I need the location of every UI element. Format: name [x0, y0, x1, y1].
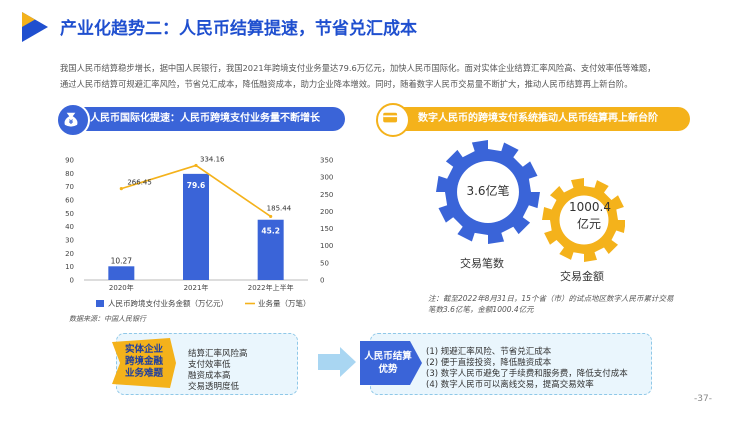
- bar-data-label: 79.6: [187, 181, 206, 190]
- bar-data-label: 10.27: [111, 256, 133, 265]
- y-left-tick-label: 50: [65, 210, 74, 218]
- advantage-tag-line: 优势: [378, 364, 398, 375]
- difficulty-item: 支付效率低: [188, 360, 231, 370]
- legend-line-label: 业务量（万笔）: [258, 298, 311, 308]
- page-number: -37-: [694, 394, 712, 404]
- y-left-tick-label: 80: [65, 170, 74, 178]
- blue-gear-icon: [436, 140, 540, 244]
- yellow-gear-label: 交易金额: [560, 270, 604, 283]
- advantage-tag-icon: [360, 341, 422, 385]
- intro-line-2: 通过人民币结算可规避汇率风险，节省兑汇成本，降低融资成本，助力企业降本增效。同时…: [60, 79, 633, 89]
- difficulty-tag-line: 实体企业: [124, 344, 163, 355]
- advantage-tag: 人民币结算 优势: [360, 350, 416, 376]
- bar: [183, 173, 209, 280]
- advantage-tag-line: 人民币结算: [364, 351, 412, 362]
- y-left-tick-label: 20: [65, 250, 74, 258]
- card-icon: [376, 103, 410, 137]
- advantage-item: (3) 数字人民币避免了手续费和服务费，降低支付成本: [426, 369, 628, 379]
- page-title: 产业化趋势二：人民币结算提速，节省兑汇成本: [60, 19, 417, 39]
- difficulty-item: 交易透明度低: [188, 382, 240, 392]
- x-tick-label: 2020年: [109, 283, 134, 292]
- line-point: [269, 214, 273, 219]
- blue-gear-label: 交易笔数: [460, 257, 504, 270]
- yellow-gear-icon: [542, 178, 625, 262]
- y-right-tick-label: 300: [320, 174, 333, 182]
- bar: [108, 266, 135, 280]
- bar-data-label: 45.2: [261, 227, 280, 236]
- intro-line-1: 我国人民币结算稳步增长，据中国人民银行，我国2021年跨境支付业务量达79.6万…: [60, 63, 656, 73]
- y-left-tick-label: 10: [65, 263, 74, 271]
- right-panel-heading: 数字人民币的跨境支付系统推动人民币结算再上新台阶: [376, 103, 690, 137]
- y-right-tick-label: 0: [320, 277, 324, 285]
- y-right-tick-label: 50: [320, 259, 329, 267]
- y-left-tick-label: 90: [65, 157, 74, 165]
- gears-graphic: [436, 140, 625, 262]
- y-left-tick-label: 40: [65, 223, 74, 231]
- blue-gear-value: 3.6亿笔: [466, 184, 510, 198]
- y-right-tick-label: 350: [320, 157, 333, 165]
- legend-bar-swatch: [96, 300, 104, 307]
- difficulty-tag-icon: [112, 338, 176, 388]
- y-right-tick-label: 100: [320, 242, 333, 250]
- data-source: 数据来源：中国人民银行: [69, 315, 146, 323]
- money-bag-icon: ¥: [56, 103, 90, 137]
- difficulty-tag-line: 跨境金融: [124, 356, 163, 367]
- line-data-label: 185.44: [267, 204, 292, 212]
- y-left-tick-label: 0: [70, 277, 74, 285]
- line-point: [119, 187, 123, 191]
- y-right-tick-label: 200: [320, 208, 333, 216]
- svg-text:¥: ¥: [69, 119, 74, 126]
- left-panel-heading-text: 人民币国际化提速：人民币跨境支付业务量不断增长: [90, 113, 320, 124]
- y-right-tick-label: 150: [320, 225, 333, 233]
- arrow-right-icon: [318, 347, 356, 377]
- footnote: 注：截至2022年8月31日，15个省（市）的试点地区数字人民币累计交易笔数3.…: [428, 294, 674, 314]
- y-right-tick-label: 250: [320, 191, 333, 199]
- bar: [257, 219, 284, 280]
- y-left-tick-label: 30: [65, 237, 74, 245]
- advantage-item: (1) 规避汇率风险、节省兑汇成本: [426, 347, 552, 357]
- brand-logo-icon: [22, 12, 48, 42]
- right-panel-heading-text: 数字人民币的跨境支付系统推动人民币结算再上新台阶: [418, 113, 658, 124]
- difficulty-item: 结算汇率风险高: [188, 349, 248, 359]
- advantage-item: (2) 便于直接投资，降低融资成本: [426, 358, 552, 368]
- y-left-tick-label: 60: [65, 197, 74, 205]
- line-data-label: 334.16: [200, 155, 225, 163]
- difficulty-tag: 实体企业 跨境金融 业务难题: [118, 344, 170, 380]
- left-panel-heading: ¥ 人民币国际化提速：人民币跨境支付业务量不断增长: [56, 103, 345, 137]
- line-data-label: 266.45: [127, 179, 152, 187]
- line-point: [194, 163, 198, 168]
- legend-bar-label: 人民币跨境支付业务金额（万亿元）: [108, 298, 228, 308]
- x-tick-label: 2021年: [184, 283, 209, 292]
- difficulty-tag-line: 业务难题: [124, 368, 163, 379]
- advantage-item: (4) 数字人民币可以离线交易，提高交易效率: [426, 380, 594, 390]
- y-left-tick-label: 70: [65, 183, 74, 191]
- difficulty-item: 融资成本高: [188, 371, 231, 381]
- x-tick-label: 2022年上半年: [248, 283, 294, 292]
- yellow-gear-value-1: 1000.4: [569, 200, 611, 214]
- yellow-gear-value-2: 亿元: [576, 217, 601, 231]
